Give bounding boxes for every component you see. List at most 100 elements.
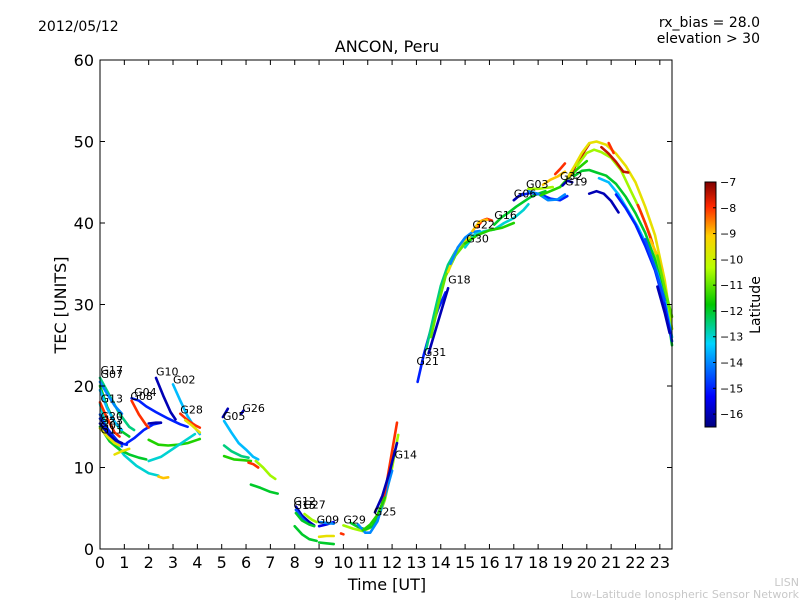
x-tick-label: 16	[479, 553, 499, 572]
satellite-label: G14	[395, 449, 418, 462]
x-tick-label: 2	[144, 553, 154, 572]
x-tick-label: 6	[241, 553, 251, 572]
tec-track	[98, 376, 136, 432]
colorbar-tick-label: −14	[720, 357, 743, 370]
satellite-label: G21	[416, 355, 439, 368]
satellite-label: G01	[101, 419, 124, 432]
tec-track	[463, 221, 516, 245]
satellite-label: G05	[223, 410, 246, 423]
satellite-label: G15	[294, 499, 317, 512]
tec-track	[614, 193, 674, 343]
satellite-label: G08	[130, 390, 153, 403]
tec-track	[130, 396, 189, 429]
colorbar-tick-label: −10	[720, 253, 743, 266]
tec-track	[247, 461, 260, 469]
x-tick-label: 10	[333, 553, 353, 572]
satellite-label: G10	[156, 365, 179, 378]
tec-track	[98, 400, 121, 438]
y-tick-label: 50	[74, 133, 94, 152]
tec-track	[222, 419, 260, 461]
tec-track	[303, 512, 318, 524]
tec-track	[98, 380, 124, 416]
tec-track	[147, 432, 197, 463]
tec-track	[113, 447, 131, 456]
x-tick-label: 9	[314, 553, 324, 572]
x-tick-label: 20	[577, 553, 597, 572]
y-tick-label: 30	[74, 296, 94, 315]
tec-track	[125, 421, 163, 445]
tec-track	[643, 238, 667, 302]
tec-track	[471, 218, 489, 233]
tec-track	[527, 189, 567, 202]
colorbar-tick-label: −13	[720, 331, 743, 344]
y-tick-label: 20	[74, 377, 94, 396]
tec-track	[607, 141, 615, 155]
tec-track	[157, 475, 170, 480]
tec-track	[561, 179, 574, 187]
satellite-label: G17	[101, 364, 124, 377]
tec-track	[183, 418, 202, 434]
latitude-colorbar	[704, 181, 717, 428]
satellite-label: G28	[180, 404, 203, 417]
satellite-label: G06	[514, 188, 537, 201]
x-tick-label: 23	[650, 553, 670, 572]
tec-track	[254, 459, 277, 481]
tec-track	[575, 148, 674, 331]
x-axis-label: Time [UT]	[347, 575, 426, 594]
x-tick-label: 11	[358, 553, 378, 572]
tec-track	[339, 532, 345, 536]
satellite-label: G07	[101, 368, 124, 381]
tec-track	[130, 399, 150, 429]
tec-track	[527, 185, 555, 191]
plot-frame	[99, 59, 673, 550]
y-axis-label: TEC [UNITS]	[51, 257, 70, 355]
colorbar-tick-label: −15	[720, 382, 743, 395]
footer-network-name: Low-Latitude Ionospheric Sensor Network	[570, 588, 799, 600]
y-tick-label: 10	[74, 459, 94, 478]
tec-track	[179, 412, 202, 429]
x-tick-label: 3	[168, 553, 178, 572]
satellite-label: G23	[101, 414, 124, 427]
satellite-label: G16	[494, 209, 517, 222]
tec-track	[573, 168, 674, 347]
x-axis-ticks: 0 1 2 3 4 5 6 7 8 9 10 11 12 13 14 15 16 17 18 19 20 21 22 23	[95, 60, 670, 572]
tec-track	[587, 189, 620, 214]
tec-track	[600, 145, 630, 174]
tec-track	[565, 140, 674, 331]
tec-track	[98, 427, 121, 447]
tec-track	[293, 524, 318, 543]
satellite-label: G30	[466, 233, 489, 246]
colorbar-tick-label: −8	[720, 202, 736, 215]
tec-track	[317, 534, 336, 539]
tec-track	[427, 286, 450, 355]
colorbar-tick-label: −12	[720, 305, 743, 318]
tec-track	[356, 469, 394, 535]
satellite-label: G25	[374, 506, 397, 519]
tec-track	[154, 376, 177, 421]
colorbar-tick-label: −9	[720, 228, 736, 241]
x-tick-label: 17	[504, 553, 524, 572]
tec-track	[98, 425, 148, 461]
tec-track	[221, 407, 230, 419]
x-tick-label: 4	[192, 553, 202, 572]
satellite-label: G18	[448, 273, 471, 286]
tec-track	[449, 229, 482, 266]
date-label: 2012/05/12	[38, 19, 119, 35]
tec-track	[147, 421, 163, 425]
satellite-label: G27	[303, 498, 326, 511]
tec-track	[98, 422, 124, 445]
tec-track	[294, 505, 316, 527]
elevation-label: elevation > 30	[657, 31, 760, 47]
colorbar-tick-label: −16	[720, 408, 743, 421]
tec-track	[147, 437, 202, 447]
tec-track	[373, 441, 399, 514]
satellite-label: G09	[317, 514, 340, 527]
satellite-label: G22	[472, 219, 495, 232]
x-tick-label: 5	[217, 553, 227, 572]
satellite-label: G20	[101, 410, 124, 423]
satellite-label: G19	[565, 176, 588, 189]
satellite-label: G26	[242, 402, 265, 415]
tec-track	[222, 454, 253, 463]
x-tick-label: 19	[552, 553, 572, 572]
chart-title: ANCON, Peru	[335, 37, 439, 56]
